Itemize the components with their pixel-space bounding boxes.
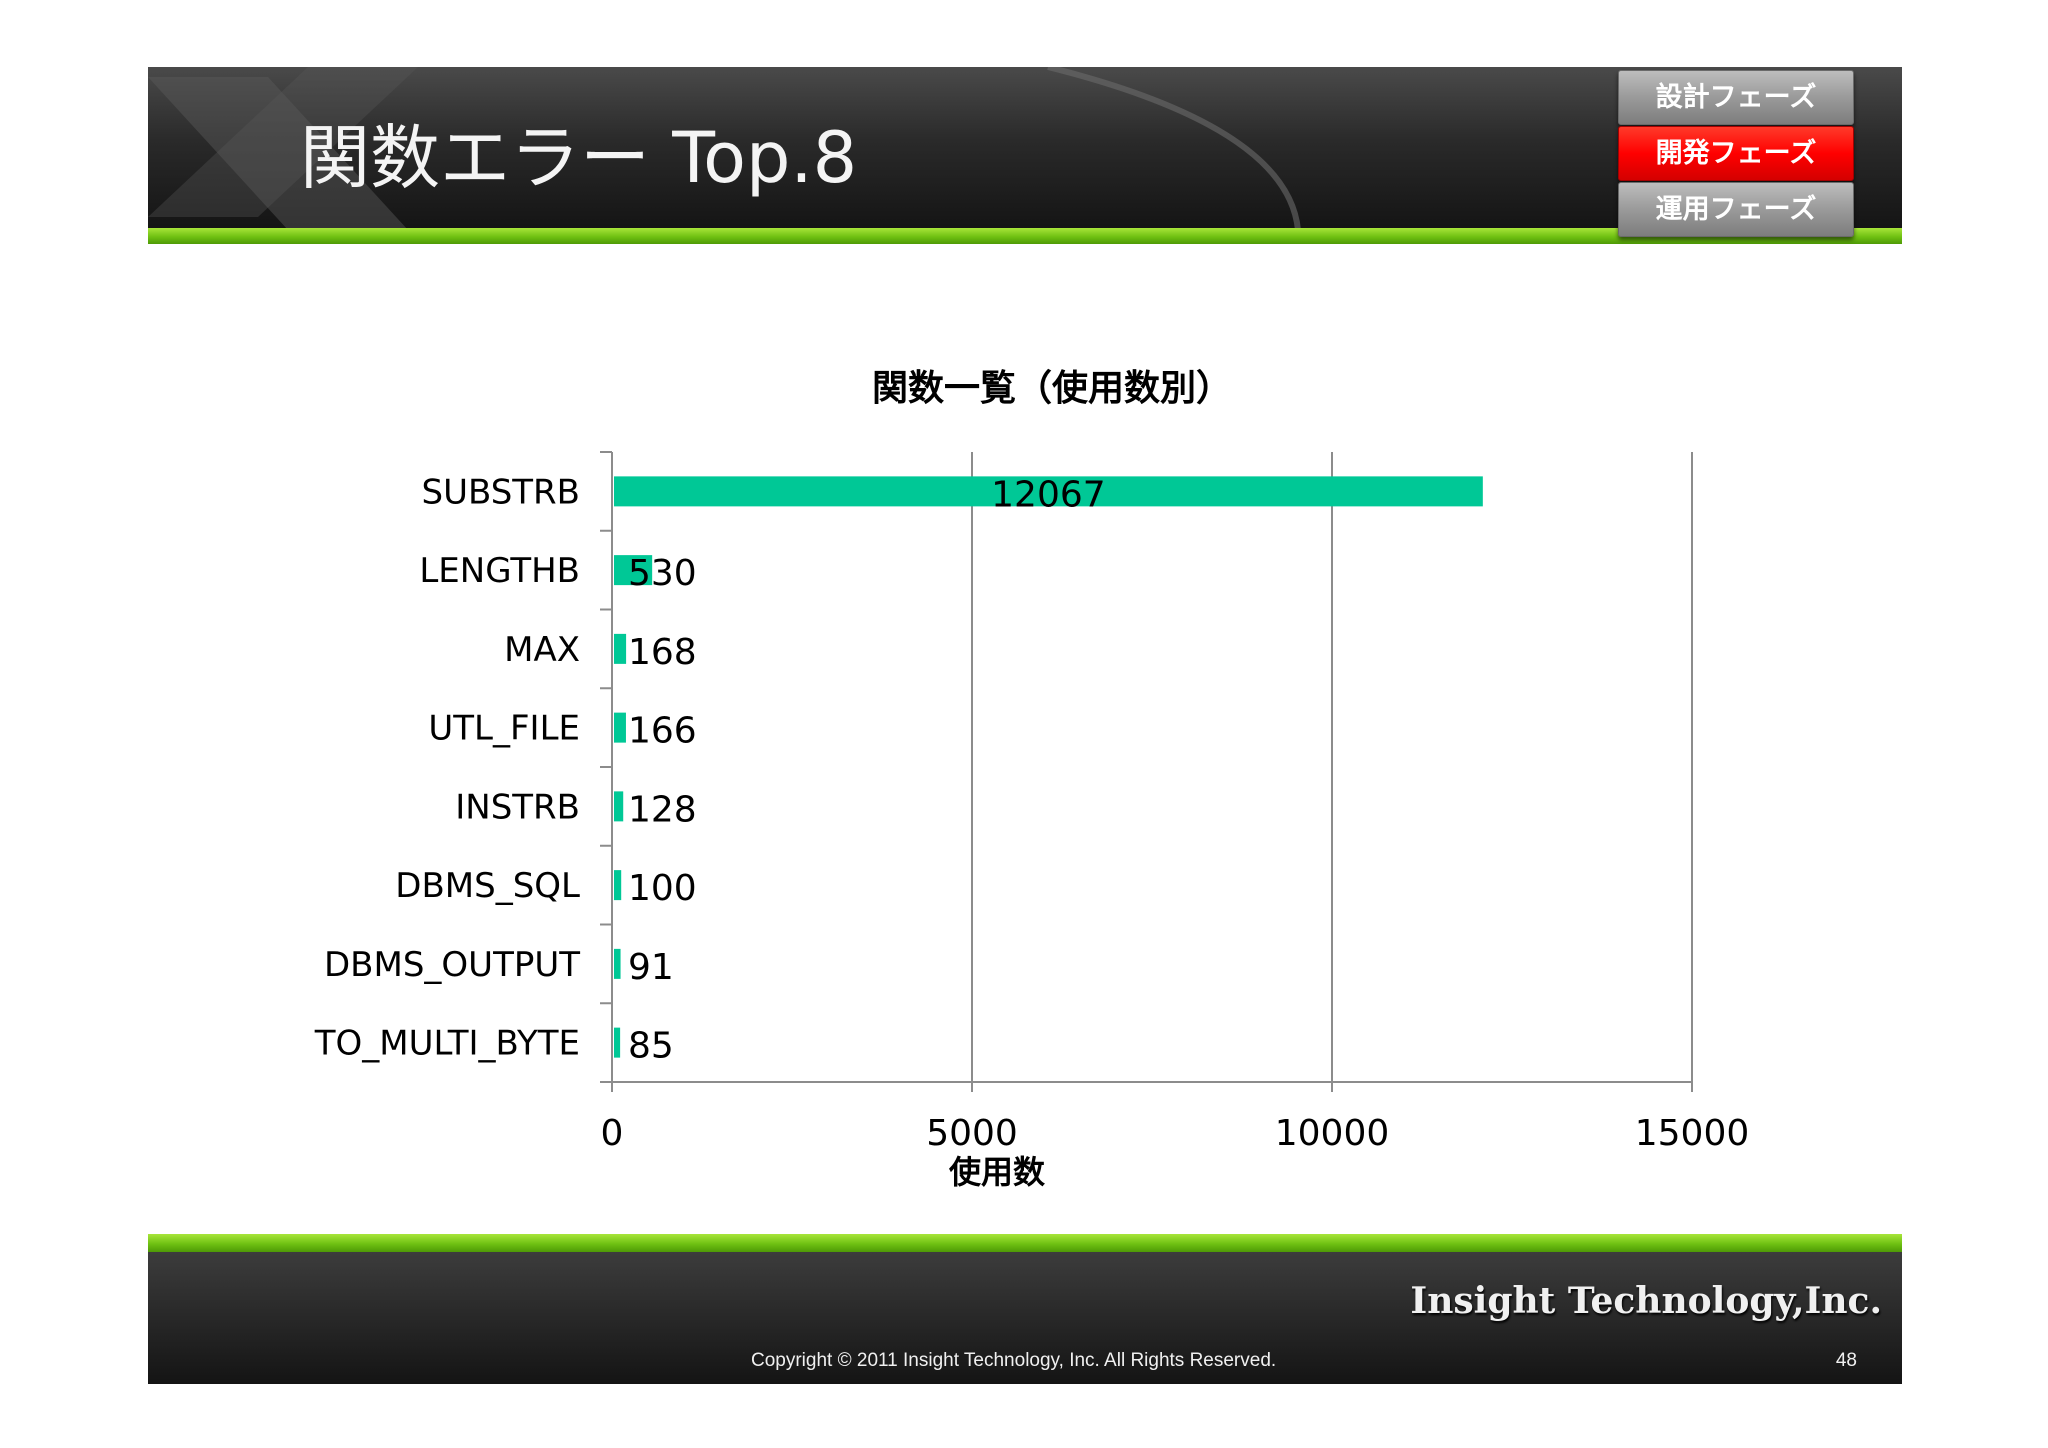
data-label: 91 bbox=[628, 947, 674, 988]
slide-header bbox=[148, 67, 1902, 230]
bar bbox=[614, 1027, 621, 1058]
category-label: LENGTHB bbox=[419, 551, 580, 591]
data-label: 168 bbox=[628, 632, 697, 673]
x-tick-labels: 0 5000 10000 15000 bbox=[601, 1113, 1750, 1154]
bars bbox=[614, 476, 1483, 1058]
phase-development-button[interactable]: 開発フェーズ bbox=[1618, 126, 1854, 181]
category-label: UTL_FILE bbox=[428, 709, 580, 749]
company-logo: Insight Technology,Inc. bbox=[1410, 1280, 1882, 1322]
category-label: TO_MULTI_BYTE bbox=[314, 1024, 580, 1064]
bar bbox=[614, 870, 622, 901]
data-label: 100 bbox=[628, 868, 697, 909]
bar bbox=[614, 555, 653, 586]
chart-title: 関数一覧（使用数別） bbox=[872, 368, 1232, 409]
x-axis-title: 使用数 bbox=[948, 1153, 1046, 1191]
data-label: 166 bbox=[628, 711, 697, 752]
data-label: 12067 bbox=[991, 474, 1106, 515]
header-green-stripe bbox=[148, 228, 1902, 244]
category-label: MAX bbox=[504, 630, 580, 670]
category-label: INSTRB bbox=[455, 787, 580, 827]
category-label: DBMS_SQL bbox=[395, 866, 580, 906]
category-label: DBMS_OUTPUT bbox=[324, 945, 580, 985]
data-labels: 12067 530 168 166 128 100 91 85 bbox=[628, 474, 1106, 1066]
copyright-text: Copyright © 2011 Insight Technology, Inc… bbox=[751, 1350, 1277, 1371]
footer: Insight Technology,Inc. Copyright © 2011… bbox=[148, 1252, 1902, 1384]
x-tick-label: 15000 bbox=[1635, 1113, 1750, 1154]
category-label: SUBSTRB bbox=[422, 472, 581, 512]
x-tick-label: 0 bbox=[601, 1113, 624, 1154]
category-labels: SUBSTRB LENGTHB MAX UTL_FILE INSTRB DBMS_SQL D… bbox=[314, 472, 581, 1063]
data-label: 128 bbox=[628, 789, 697, 830]
bar bbox=[614, 791, 624, 822]
bar bbox=[614, 712, 626, 743]
phase-design-button[interactable]: 設計フェーズ bbox=[1618, 70, 1854, 125]
footer-green-stripe bbox=[148, 1234, 1902, 1252]
grid-lines bbox=[971, 452, 1693, 1082]
header-decoration bbox=[148, 67, 1301, 230]
phase-operation-button[interactable]: 運用フェーズ bbox=[1618, 182, 1854, 237]
data-label: 85 bbox=[628, 1026, 674, 1067]
axes bbox=[600, 451, 1693, 1092]
bar bbox=[614, 633, 627, 664]
x-tick-label: 10000 bbox=[1275, 1113, 1390, 1154]
data-label: 530 bbox=[628, 553, 697, 594]
bar bbox=[614, 948, 621, 979]
bar bbox=[614, 476, 1483, 507]
slide-title: 関数エラー Top.8 bbox=[300, 117, 858, 199]
x-tick-label: 5000 bbox=[926, 1113, 1018, 1154]
page-number: 48 bbox=[1835, 1350, 1857, 1371]
